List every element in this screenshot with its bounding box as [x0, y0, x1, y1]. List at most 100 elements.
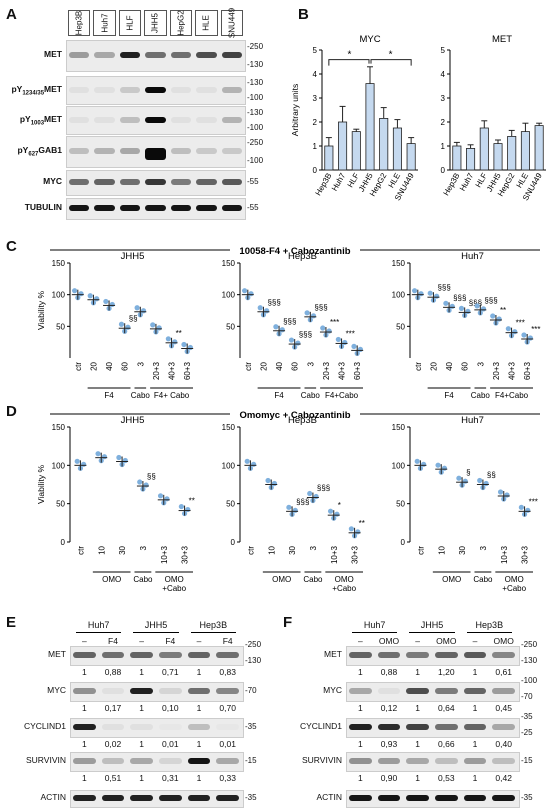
- chart-title: MET: [492, 34, 512, 45]
- chart-title: MYC: [359, 34, 380, 45]
- mw-marker: -100: [247, 156, 264, 165]
- blot-band: [196, 86, 217, 93]
- data-point: [81, 461, 87, 467]
- y-axis-label: Arbitrary units: [290, 84, 300, 136]
- data-point: [326, 328, 332, 334]
- significance-mark: §: [466, 468, 470, 477]
- data-point: [279, 327, 285, 333]
- lane-label: Hep3B: [74, 10, 84, 36]
- x-tick-label: 3: [136, 361, 145, 366]
- data-point: [342, 339, 348, 346]
- treatment-label: –: [196, 636, 202, 646]
- data-point: [286, 504, 292, 510]
- data-point: [313, 493, 319, 500]
- quantification-value: 1,20: [438, 667, 455, 677]
- blot-band: [119, 179, 141, 185]
- quantification-value: 1: [415, 773, 421, 783]
- blot-band: [119, 205, 141, 211]
- data-point: [327, 508, 334, 514]
- x-tick-label: Hep3B: [314, 172, 334, 198]
- data-point: [109, 301, 115, 308]
- y-tick-label: 150: [52, 259, 66, 268]
- x-tick-label: Huh7: [330, 171, 348, 193]
- y-tick-label: 150: [222, 259, 236, 268]
- x-tick-label: 10+3: [330, 545, 339, 564]
- quantification-value: 1: [196, 667, 202, 677]
- data-point: [288, 337, 295, 343]
- blot-band: [406, 652, 429, 658]
- blot-band: [159, 795, 182, 801]
- data-point: [521, 332, 527, 338]
- blot-band: [145, 116, 166, 123]
- chart-title: Huh7: [461, 415, 484, 426]
- quantification-value: 1: [196, 703, 202, 713]
- blot-band: [73, 758, 96, 764]
- blot-band: [130, 724, 153, 730]
- data-point: [116, 454, 122, 461]
- data-point: [103, 298, 109, 305]
- quantification-value: 0,42: [495, 773, 512, 783]
- data-point: [483, 480, 489, 487]
- data-point: [434, 293, 440, 299]
- mw-marker: -130: [521, 656, 538, 665]
- lane-label-box: SNU449: [220, 8, 243, 38]
- blot-band: [159, 652, 182, 658]
- significance-mark: *: [338, 501, 341, 510]
- blot-band: [101, 688, 125, 694]
- group-label: F4+ Cabo: [154, 391, 190, 400]
- blot-band: [69, 148, 90, 154]
- blot-band: [130, 795, 153, 801]
- data-point: [512, 329, 518, 335]
- quantification-value: 1: [415, 739, 421, 749]
- y-tick-label: 100: [392, 291, 406, 300]
- data-point: [334, 511, 340, 517]
- blot-band: [101, 795, 125, 801]
- y-tick-label: 0: [401, 538, 406, 547]
- quantification-value: 0,64: [438, 703, 455, 713]
- x-tick-label: 40+3: [168, 361, 177, 380]
- blot-row-label: MYC: [47, 685, 66, 695]
- blot-band: [463, 724, 487, 730]
- x-tick-label: 20+3: [152, 361, 161, 380]
- blot-band: [170, 116, 192, 123]
- x-tick-label: 10: [437, 545, 446, 554]
- x-tick-label: 60: [461, 361, 470, 370]
- y-tick-label: 2: [313, 118, 318, 127]
- mw-marker: -250: [247, 42, 264, 51]
- blot-strip: [346, 646, 520, 666]
- blot-band: [377, 758, 401, 764]
- x-tick-label: 60: [121, 361, 130, 370]
- blot-row-label: CYCLIND1: [299, 721, 342, 731]
- x-tick-label: Hep3B: [442, 172, 462, 198]
- mw-marker: -100: [247, 123, 264, 132]
- blot-band: [187, 652, 211, 658]
- group-label: OMO: [272, 575, 291, 584]
- treatment-label: OMO: [493, 636, 514, 646]
- y-tick-label: 0: [441, 166, 446, 175]
- blot-band: [349, 688, 372, 694]
- group-label: OMO: [505, 575, 524, 584]
- group-label: OMO: [102, 575, 121, 584]
- treatment-label: –: [357, 636, 363, 646]
- mw-marker: -25: [521, 728, 533, 737]
- blot-band: [196, 148, 217, 154]
- significance-mark: §§: [487, 471, 496, 480]
- x-tick-label: 40: [445, 361, 454, 370]
- blot-band: [196, 116, 217, 123]
- x-tick-label: 3: [479, 545, 488, 550]
- quantification-value: 1: [357, 773, 363, 783]
- significance-mark: ***: [531, 325, 540, 334]
- x-tick-label: 60: [291, 361, 300, 370]
- blot-band: [435, 688, 458, 694]
- mw-marker: -55: [247, 177, 259, 186]
- x-tick-label: 3: [476, 361, 485, 366]
- blot-band: [463, 688, 487, 694]
- data-point: [320, 325, 326, 331]
- cell-line-underline: [133, 632, 179, 633]
- quantification-value: 0,31: [162, 773, 179, 783]
- lane-label-box: JHH5: [144, 10, 167, 36]
- blot-band: [130, 688, 153, 694]
- data-point: [357, 346, 363, 352]
- x-tick-label: 40+3: [338, 361, 347, 380]
- x-tick-label: 30: [118, 545, 127, 554]
